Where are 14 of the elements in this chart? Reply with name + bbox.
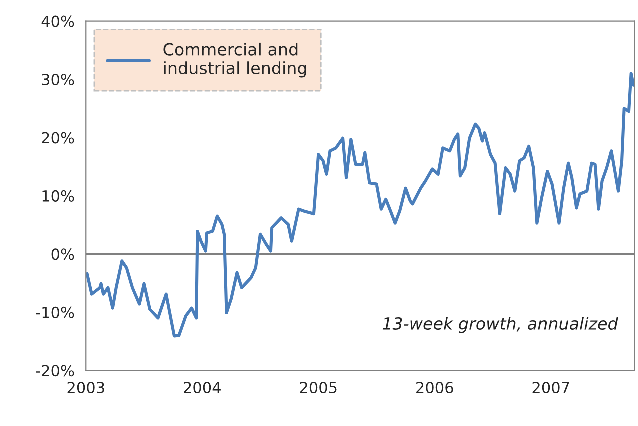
x-tick-label: 2006 [416, 382, 454, 394]
y-tick-label: 40% [42, 16, 74, 28]
y-tick-label: 30% [42, 74, 74, 86]
x-tick-label: 2005 [300, 382, 337, 394]
y-tick-label: -20% [36, 365, 74, 377]
x-tick-label: 2004 [184, 382, 221, 394]
legend-label: Commercial and industrial lending [164, 42, 306, 78]
y-tick-label: 10% [42, 190, 74, 202]
annotation: 13-week growth, annualized [382, 317, 618, 334]
x-tick-label: 2007 [532, 382, 570, 394]
y-tick-label: 0% [52, 248, 74, 260]
x-tick-label: 2003 [68, 382, 104, 394]
y-tick-label: 20% [42, 132, 74, 144]
y-tick-label: -10% [36, 306, 74, 318]
